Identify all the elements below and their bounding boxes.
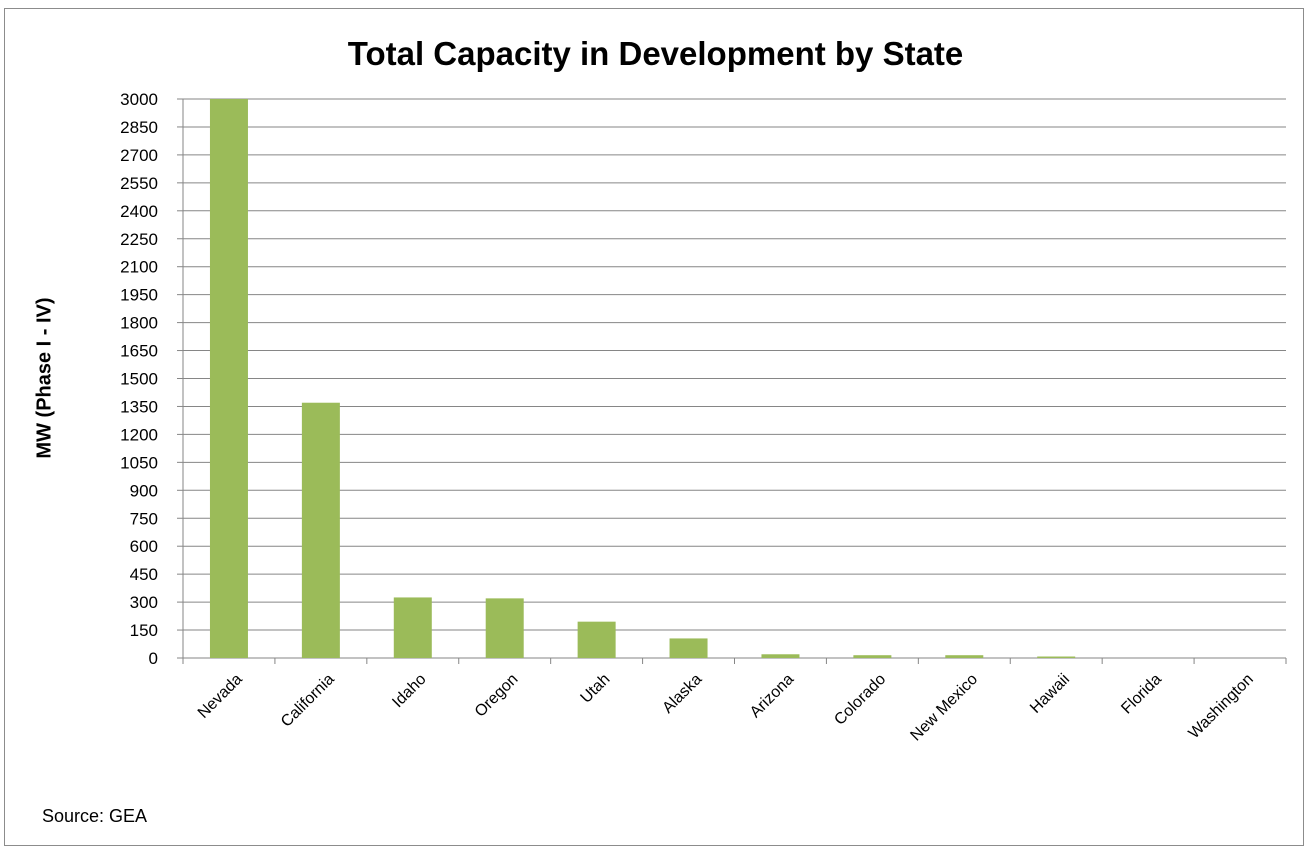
- y-tick-label: 150: [130, 621, 158, 640]
- bar-nevada: [209, 99, 248, 658]
- x-tick-label: Hawaii: [1027, 671, 1073, 717]
- x-tick-label: Nevada: [195, 671, 246, 722]
- bar-new-mexico: [945, 655, 984, 658]
- y-tick-label: 2250: [120, 230, 158, 249]
- x-tick-label: Arizona: [747, 671, 797, 721]
- y-tick-label: 1350: [120, 397, 158, 416]
- x-tick-label: Oregon: [472, 671, 522, 721]
- x-tick-label: Washington: [1186, 671, 1257, 742]
- x-tick-label: Alaska: [659, 671, 705, 717]
- y-tick-label: 1800: [120, 314, 158, 333]
- x-tick-label: Florida: [1118, 671, 1165, 718]
- bar-colorado: [853, 655, 892, 658]
- x-tick-label: Idaho: [389, 671, 429, 711]
- bar-alaska: [669, 638, 708, 658]
- y-tick-label: 1950: [120, 286, 158, 305]
- x-tick-label: California: [278, 671, 338, 731]
- chart-title: Total Capacity in Development by State: [347, 35, 964, 72]
- bar-california: [301, 402, 340, 658]
- bar-oregon: [485, 598, 524, 658]
- y-tick-label: 450: [130, 565, 158, 584]
- y-tick-label: 3000: [120, 90, 158, 109]
- bar-arizona: [761, 654, 800, 658]
- y-tick-label: 2100: [120, 258, 158, 277]
- bar-idaho: [393, 597, 432, 658]
- y-tick-label: 1200: [120, 425, 158, 444]
- y-tick-label: 2700: [120, 146, 158, 165]
- y-tick-label: 1650: [120, 342, 158, 361]
- y-tick-label: 1500: [120, 370, 158, 389]
- source-note: Source: GEA: [42, 806, 148, 826]
- y-tick-label: 0: [149, 649, 158, 668]
- y-tick-label: 2400: [120, 202, 158, 221]
- y-tick-label: 2850: [120, 118, 158, 137]
- x-tick-label: Colorado: [831, 671, 889, 729]
- y-tick-label: 2550: [120, 174, 158, 193]
- y-tick-label: 1050: [120, 453, 158, 472]
- x-tick-label: New Mexico: [907, 671, 981, 745]
- y-tick-label: 750: [130, 509, 158, 528]
- y-tick-label: 600: [130, 537, 158, 556]
- y-tick-label: 900: [130, 481, 158, 500]
- bar-hawaii: [1037, 656, 1076, 658]
- y-tick-label: 300: [130, 593, 158, 612]
- x-tick-label: Utah: [578, 671, 614, 707]
- bar-utah: [577, 621, 616, 658]
